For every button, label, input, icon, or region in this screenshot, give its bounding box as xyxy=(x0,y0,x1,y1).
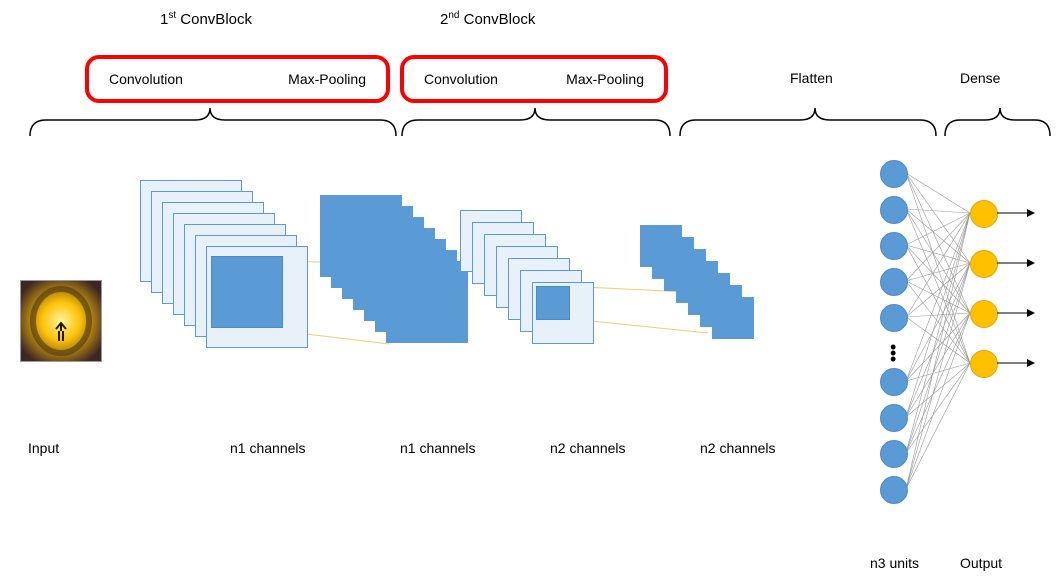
output-arrows xyxy=(0,0,1063,582)
output-arrow xyxy=(997,309,1035,317)
output-label: Output xyxy=(960,555,1002,571)
output-arrow xyxy=(997,359,1035,367)
n2b-label: n2 channels xyxy=(700,440,776,456)
output-arrow xyxy=(997,259,1035,267)
output-arrow xyxy=(997,209,1035,217)
input-label: Input xyxy=(28,440,59,456)
n1b-label: n1 channels xyxy=(400,440,476,456)
n3-label: n3 units xyxy=(870,555,919,571)
n2a-label: n2 channels xyxy=(550,440,626,456)
n1a-label: n1 channels xyxy=(230,440,306,456)
